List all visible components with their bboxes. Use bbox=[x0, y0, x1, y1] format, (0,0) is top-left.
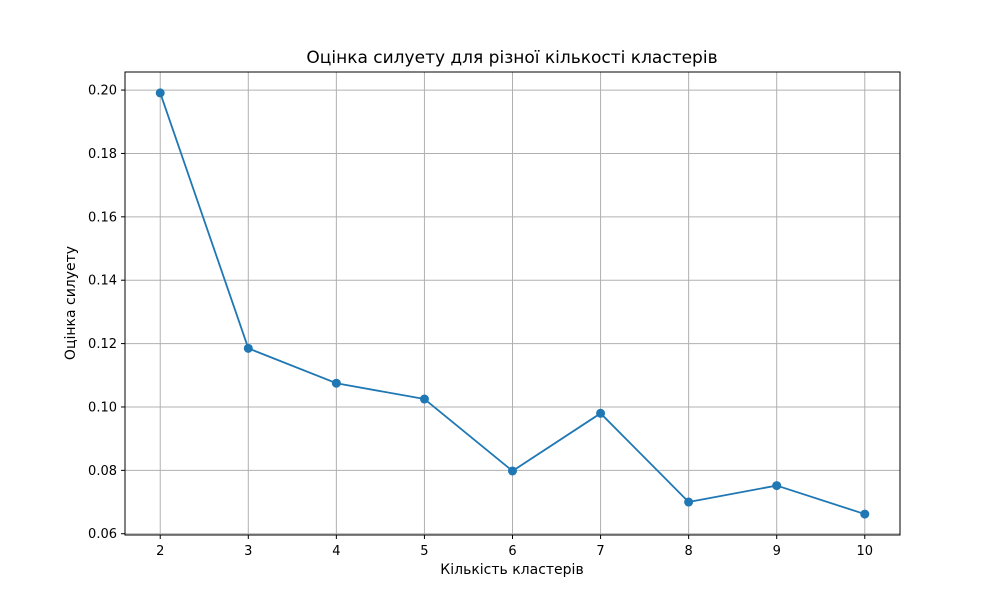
x-tick-label: 5 bbox=[420, 544, 428, 559]
x-tick-label: 2 bbox=[156, 544, 164, 559]
x-axis-label: Кількість кластерів bbox=[440, 562, 583, 578]
y-tick-label: 0.08 bbox=[88, 464, 117, 479]
y-axis-ticks: 0.06 0.08 0.10 0.12 0.14 0.16 0.18 0.20 bbox=[88, 84, 125, 542]
grid bbox=[125, 72, 900, 535]
data-point bbox=[419, 394, 429, 404]
y-axis-label: Оцінка силуету bbox=[63, 246, 79, 360]
x-tick-label: 6 bbox=[508, 544, 516, 559]
data-point bbox=[243, 343, 253, 353]
data-point bbox=[772, 481, 782, 491]
x-axis-ticks: 2 3 4 5 6 7 8 9 10 bbox=[156, 535, 873, 559]
data-point bbox=[684, 497, 694, 507]
x-tick-label: 8 bbox=[684, 544, 692, 559]
x-tick-label: 9 bbox=[773, 544, 781, 559]
x-tick-label: 10 bbox=[856, 544, 873, 559]
chart-title: Оцінка силуету для різної кількості клас… bbox=[306, 48, 717, 68]
y-tick-label: 0.14 bbox=[88, 274, 117, 289]
x-tick-label: 3 bbox=[244, 544, 252, 559]
data-point bbox=[860, 509, 870, 519]
y-tick-label: 0.16 bbox=[88, 210, 117, 225]
y-tick-label: 0.18 bbox=[88, 147, 117, 162]
data-point bbox=[331, 378, 341, 388]
x-tick-label: 4 bbox=[332, 544, 340, 559]
series-markers bbox=[155, 88, 870, 519]
y-tick-label: 0.10 bbox=[88, 400, 117, 415]
y-tick-label: 0.12 bbox=[88, 337, 117, 352]
data-point bbox=[155, 88, 165, 98]
data-point bbox=[596, 408, 606, 418]
y-tick-label: 0.20 bbox=[88, 84, 117, 99]
x-tick-label: 7 bbox=[596, 544, 604, 559]
data-point bbox=[508, 466, 517, 476]
y-tick-label: 0.06 bbox=[88, 527, 117, 542]
